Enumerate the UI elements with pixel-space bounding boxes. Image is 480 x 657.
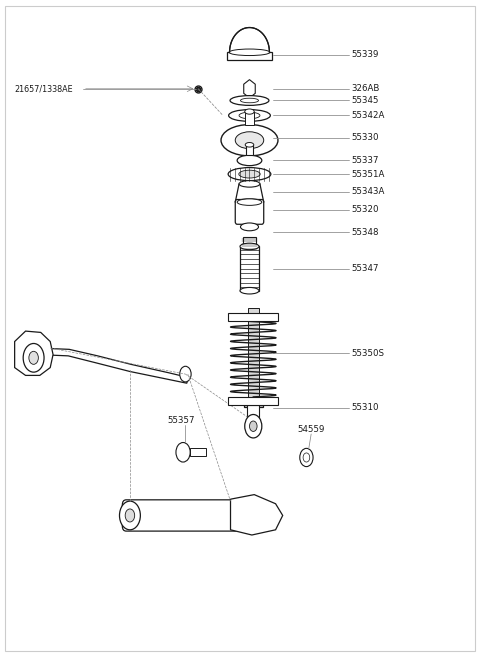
Text: 55347: 55347 (351, 264, 379, 273)
Bar (228, 397, 278, 405)
Circle shape (29, 351, 38, 365)
Ellipse shape (228, 168, 271, 181)
Ellipse shape (237, 199, 262, 206)
FancyBboxPatch shape (235, 200, 264, 224)
Polygon shape (230, 495, 283, 535)
Circle shape (180, 367, 191, 382)
Ellipse shape (239, 170, 260, 178)
Bar (243, 237, 256, 250)
Circle shape (125, 509, 135, 522)
Ellipse shape (240, 288, 259, 294)
Bar (245, 112, 254, 125)
Bar (247, 405, 260, 421)
Bar (190, 448, 206, 456)
Text: 55343A: 55343A (351, 187, 385, 196)
Polygon shape (244, 79, 255, 98)
Polygon shape (14, 331, 53, 375)
Ellipse shape (237, 155, 262, 166)
Polygon shape (229, 28, 269, 53)
Bar (246, 145, 253, 155)
Bar (228, 313, 278, 321)
Circle shape (120, 501, 140, 530)
Text: 55350S: 55350S (351, 349, 384, 358)
Bar (240, 246, 259, 290)
Ellipse shape (240, 243, 259, 250)
Text: 55330: 55330 (351, 133, 379, 142)
Circle shape (300, 448, 313, 466)
Ellipse shape (245, 143, 254, 147)
Text: 55351A: 55351A (351, 170, 385, 179)
Text: 55348: 55348 (351, 227, 379, 237)
Text: 55345: 55345 (351, 96, 379, 105)
Polygon shape (243, 250, 256, 258)
Text: 55310: 55310 (351, 403, 379, 413)
Text: 21657/1338AE: 21657/1338AE (14, 84, 73, 93)
Circle shape (176, 443, 190, 462)
Circle shape (23, 344, 44, 372)
Bar (248, 308, 259, 407)
Ellipse shape (221, 125, 278, 156)
Ellipse shape (228, 110, 270, 122)
Ellipse shape (235, 132, 264, 148)
Text: 55320: 55320 (351, 206, 379, 214)
Ellipse shape (240, 98, 259, 102)
Ellipse shape (230, 96, 269, 105)
Bar (227, 53, 272, 60)
Ellipse shape (245, 109, 254, 114)
Bar (244, 405, 263, 407)
Ellipse shape (239, 181, 260, 187)
Circle shape (250, 421, 257, 432)
Ellipse shape (229, 49, 270, 56)
Text: 55337: 55337 (351, 156, 379, 165)
Ellipse shape (239, 112, 260, 119)
Ellipse shape (240, 223, 259, 231)
Circle shape (303, 453, 310, 462)
Text: 55357: 55357 (167, 416, 194, 425)
Text: 326AB: 326AB (351, 84, 380, 93)
Text: 55339: 55339 (351, 51, 379, 59)
Circle shape (245, 415, 262, 438)
Ellipse shape (235, 199, 264, 206)
Text: 55342A: 55342A (351, 111, 385, 120)
FancyBboxPatch shape (122, 500, 239, 531)
Polygon shape (18, 348, 188, 383)
Polygon shape (235, 184, 264, 202)
Text: 54559: 54559 (298, 425, 325, 434)
